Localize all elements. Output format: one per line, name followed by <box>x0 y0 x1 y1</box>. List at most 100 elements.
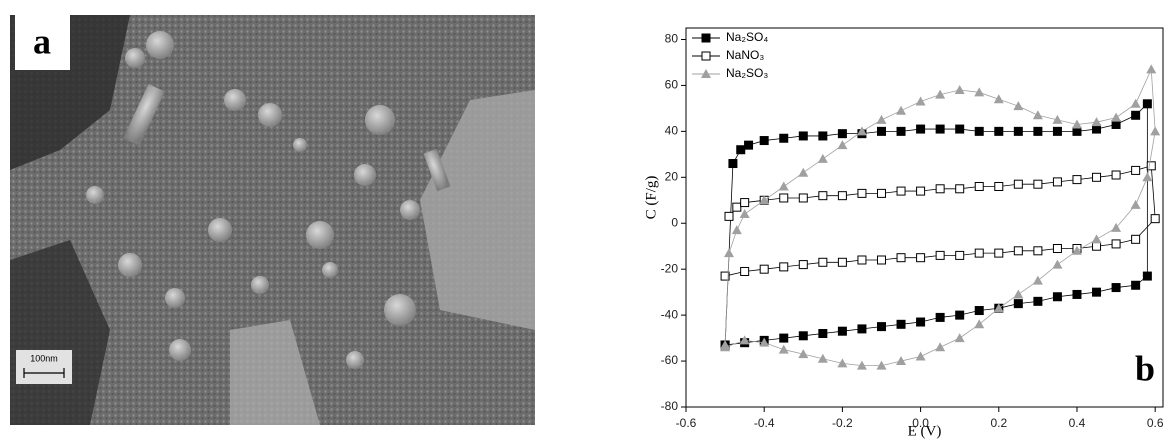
marker <box>724 248 735 258</box>
marker <box>974 248 984 258</box>
y-tick-label: -60 <box>661 353 679 367</box>
marker <box>1092 172 1102 182</box>
marker <box>857 188 867 198</box>
marker <box>955 184 965 194</box>
marker <box>916 317 926 327</box>
marker <box>896 186 906 196</box>
marker <box>1013 289 1024 299</box>
panel-label: a <box>33 21 51 61</box>
y-tick-label: 20 <box>665 169 679 183</box>
marker <box>954 85 965 95</box>
marker <box>974 319 985 329</box>
marker <box>1052 126 1062 136</box>
marker <box>720 342 731 352</box>
marker <box>915 96 926 106</box>
marker <box>837 358 848 368</box>
marker <box>1146 161 1156 171</box>
marker <box>935 250 945 260</box>
marker <box>876 114 887 124</box>
marker <box>779 133 789 143</box>
legend-marker <box>701 51 711 61</box>
y-tick-label: 40 <box>665 124 679 138</box>
marker <box>837 191 847 201</box>
marker <box>876 322 886 332</box>
y-tick-label: 0 <box>671 215 678 229</box>
marker <box>1052 177 1062 187</box>
marker <box>1013 101 1024 111</box>
marker <box>798 349 809 359</box>
marker <box>896 356 907 366</box>
marker <box>837 140 848 150</box>
y-tick-label: 60 <box>665 78 679 92</box>
marker <box>1142 271 1152 281</box>
marker <box>1150 126 1161 136</box>
marker <box>1052 114 1063 124</box>
y-tick-label: -80 <box>661 399 679 413</box>
y-tick-label: 80 <box>665 32 679 46</box>
series-line <box>724 102 1148 346</box>
marker <box>778 181 789 191</box>
marker <box>1072 126 1082 136</box>
marker <box>759 337 770 347</box>
marker <box>1052 292 1062 302</box>
marker <box>915 351 926 361</box>
legend-marker <box>701 69 711 78</box>
chart: -0.6 -0.4 -0.2 0.0 0.2 0.4 0.6 -80 -60 -40 -20 0 20 4… <box>643 27 1164 439</box>
marker <box>876 360 887 370</box>
marker <box>731 225 742 235</box>
marker <box>1131 110 1141 120</box>
marker <box>817 153 828 163</box>
y-tick-label: -40 <box>661 307 679 321</box>
y-axis-label: C (F/g) <box>643 176 659 220</box>
x-tick-label: -0.4 <box>754 416 775 430</box>
marker <box>1013 246 1023 256</box>
marker <box>993 303 1004 313</box>
x-tick-label: 0.0 <box>912 416 929 430</box>
marker <box>1032 110 1043 120</box>
x-tick-label: 0.2 <box>990 416 1007 430</box>
marker <box>1013 299 1023 309</box>
marker <box>1013 179 1023 189</box>
marker <box>1033 126 1043 136</box>
marker <box>1072 175 1082 185</box>
marker <box>896 319 906 329</box>
marker <box>876 255 886 265</box>
marker <box>1091 234 1102 244</box>
legend-label: Na₂SO₄ <box>726 30 768 44</box>
marker <box>935 312 945 322</box>
marker <box>1146 64 1157 74</box>
marker <box>994 126 1004 136</box>
marker <box>935 124 945 134</box>
x-tick-label: 0.4 <box>1069 416 1086 430</box>
marker <box>994 181 1004 191</box>
marker <box>1013 126 1023 136</box>
marker <box>935 89 946 99</box>
marker <box>916 124 926 134</box>
marker <box>1111 170 1121 180</box>
marker <box>818 191 828 201</box>
marker <box>896 126 906 136</box>
marker <box>724 211 734 221</box>
marker <box>955 124 965 134</box>
marker <box>954 333 965 343</box>
marker <box>817 353 828 363</box>
marker <box>1072 289 1082 299</box>
x-axis-label: E (V) <box>908 423 942 439</box>
marker <box>798 193 808 203</box>
sem-image: a 100nm <box>10 15 535 425</box>
marker <box>739 335 750 345</box>
marker <box>1111 239 1121 249</box>
marker <box>1071 119 1082 129</box>
marker <box>876 188 886 198</box>
marker <box>1032 275 1043 285</box>
marker <box>736 145 746 155</box>
marker <box>1142 99 1152 109</box>
marker <box>993 94 1004 104</box>
panel-label: b <box>1135 348 1155 388</box>
marker <box>856 360 867 370</box>
marker <box>1092 287 1102 297</box>
marker <box>732 202 742 212</box>
marker <box>857 255 867 265</box>
marker <box>1033 296 1043 306</box>
